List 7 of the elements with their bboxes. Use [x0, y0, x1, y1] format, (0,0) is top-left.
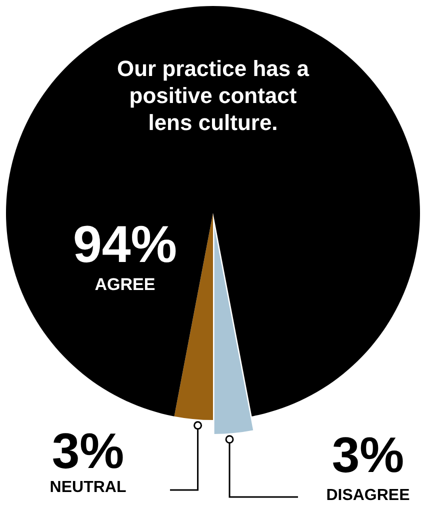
data-label: 94%: [72, 216, 178, 274]
text: Our practice has a positive contact lens culture.: [117, 56, 310, 135]
slice-label: DISAGREE: [326, 487, 410, 504]
data-label: 3%: [52, 423, 124, 479]
slice-label: AGREE: [94, 275, 156, 294]
slice-label: NEUTRAL: [50, 479, 126, 496]
data-label: 3%: [332, 427, 404, 483]
